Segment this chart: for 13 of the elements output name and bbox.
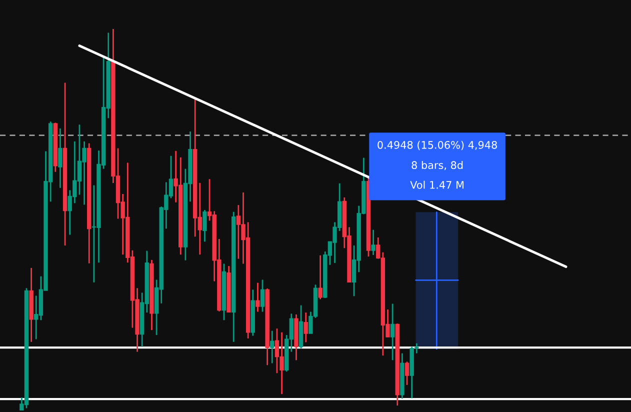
annotation: 8 bars, 8d (412, 160, 463, 170)
candlestick (404, 360, 410, 386)
candlestick (58, 128, 62, 189)
candlestick (304, 312, 308, 343)
annotation: Vol 1.47 M (410, 180, 464, 189)
candlestick (260, 279, 265, 312)
candlestick (202, 209, 207, 242)
candlestick (256, 282, 260, 312)
candlestick (318, 254, 322, 300)
candlestick (270, 330, 274, 364)
annotation: 0.4948 (15.06%) 4,948 (378, 140, 497, 150)
candlestick (371, 229, 376, 256)
candlestick (390, 303, 395, 361)
